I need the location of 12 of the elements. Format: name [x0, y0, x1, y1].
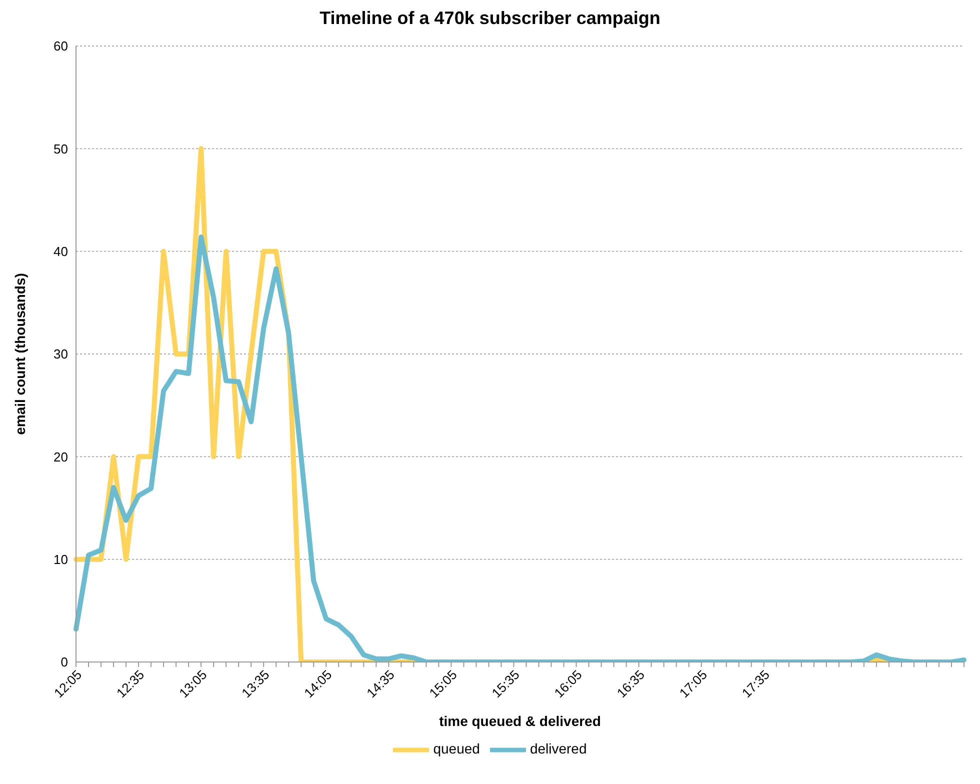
y-tick-label: 50: [54, 141, 68, 156]
legend-label: delivered: [530, 740, 587, 757]
y-tick-label: 0: [60, 654, 68, 670]
y-axis-title: email count (thousands): [12, 273, 28, 435]
y-tick-label: 60: [54, 38, 68, 54]
y-tick-label: 40: [54, 244, 68, 259]
x-axis-title: time queued & delivered: [439, 713, 601, 729]
y-tick-label: 30: [54, 346, 68, 362]
legend-label: queued: [433, 740, 480, 757]
chart-title: Timeline of a 470k subscriber campaign: [318, 8, 662, 30]
y-tick-label: 10: [54, 552, 68, 567]
y-tick-label: 20: [54, 449, 68, 464]
